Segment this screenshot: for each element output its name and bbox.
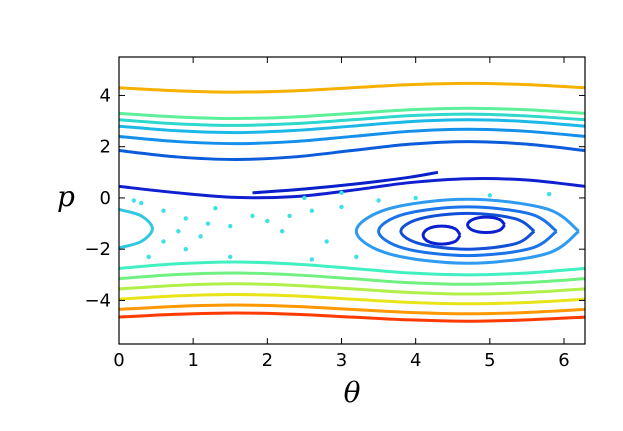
point bbox=[309, 208, 315, 213]
orbit-line bbox=[119, 271, 585, 286]
x-tick-label: 3 bbox=[336, 350, 347, 371]
point bbox=[146, 254, 151, 260]
orbit-line bbox=[119, 81, 585, 94]
x-tick-label: 4 bbox=[410, 350, 421, 371]
orbit-line bbox=[119, 260, 585, 277]
orbit-line bbox=[399, 211, 536, 251]
orbit-line bbox=[119, 140, 585, 162]
point bbox=[198, 234, 203, 239]
point bbox=[339, 204, 344, 210]
orbit-line bbox=[421, 224, 462, 246]
point bbox=[354, 254, 359, 260]
orbit-line bbox=[466, 215, 506, 235]
point bbox=[279, 229, 285, 234]
x-tick-label: 2 bbox=[262, 350, 273, 371]
point bbox=[161, 208, 166, 213]
point bbox=[487, 193, 493, 198]
x-tick-label: 0 bbox=[113, 350, 124, 371]
orbit-line bbox=[119, 303, 585, 316]
point bbox=[228, 254, 233, 260]
point bbox=[250, 213, 255, 219]
point bbox=[324, 239, 329, 244]
point bbox=[413, 195, 418, 201]
point bbox=[228, 223, 233, 229]
x-axis-label: θ bbox=[344, 376, 361, 409]
point bbox=[339, 190, 344, 196]
orbit-line bbox=[119, 311, 585, 323]
orbit-line bbox=[119, 293, 585, 306]
point bbox=[176, 229, 181, 234]
point bbox=[265, 218, 270, 224]
orbit-line bbox=[119, 282, 585, 296]
point bbox=[131, 198, 137, 203]
plot-frame bbox=[118, 56, 586, 345]
x-tick-label: 1 bbox=[187, 350, 198, 371]
y-tick-label: −2 bbox=[84, 239, 111, 260]
point bbox=[546, 191, 552, 197]
point bbox=[213, 205, 218, 211]
point bbox=[376, 198, 381, 203]
point bbox=[205, 221, 211, 226]
y-tick-label: 4 bbox=[100, 85, 111, 106]
orbit-line bbox=[252, 170, 439, 195]
orbit-line bbox=[119, 177, 585, 200]
y-tick-label: 2 bbox=[100, 137, 111, 158]
point bbox=[139, 200, 144, 206]
point bbox=[302, 195, 307, 201]
orbit-line bbox=[119, 118, 585, 135]
point bbox=[287, 213, 292, 219]
y-tick-label: 0 bbox=[100, 188, 111, 209]
x-tick-label: 6 bbox=[558, 350, 569, 371]
point bbox=[309, 257, 315, 262]
point bbox=[161, 239, 166, 244]
point bbox=[183, 246, 188, 252]
orbit-line bbox=[377, 205, 558, 258]
orbit-line bbox=[354, 197, 580, 265]
orbit-line bbox=[119, 127, 585, 146]
x-tick-label: 5 bbox=[484, 350, 495, 371]
orbit-line bbox=[119, 112, 585, 127]
y-axis-label: p bbox=[57, 180, 75, 213]
orbit-line bbox=[119, 106, 585, 121]
y-tick-label: −4 bbox=[84, 290, 111, 311]
orbit-line bbox=[119, 208, 154, 250]
point bbox=[183, 216, 188, 221]
